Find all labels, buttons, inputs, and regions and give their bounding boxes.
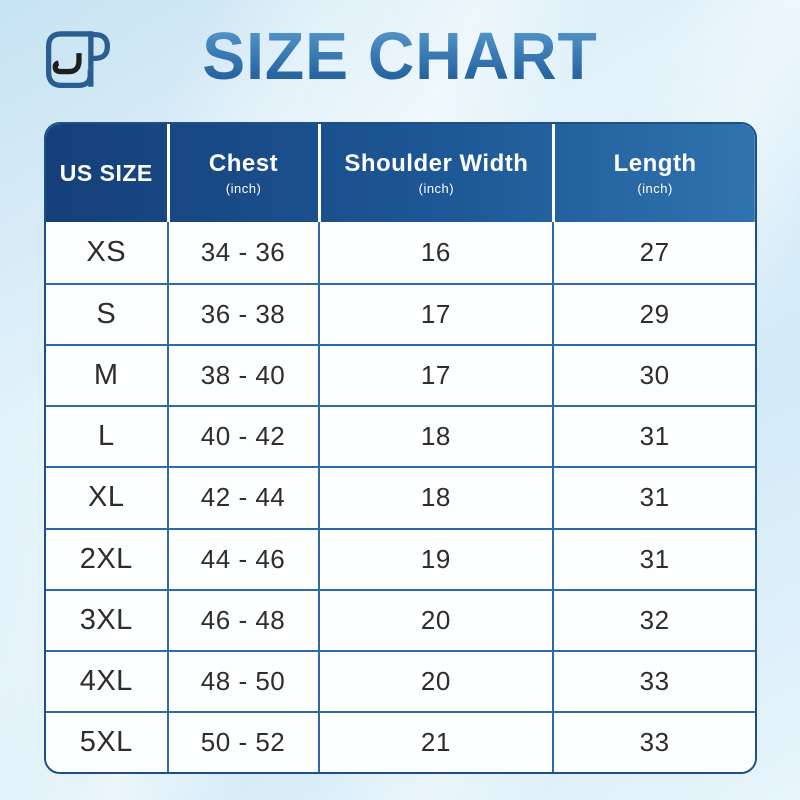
gp-monogram-icon	[45, 31, 110, 89]
header-label: Shoulder Width	[344, 150, 529, 177]
header-label: Chest	[208, 150, 279, 177]
page-title: SIZE CHART	[16, 18, 784, 95]
chest-cell: 48 - 50	[166, 649, 318, 711]
size-cell: S	[46, 283, 167, 345]
length-cell: 33	[552, 710, 755, 772]
header-us-size: US SIZE	[46, 124, 167, 222]
size-cell: M	[46, 344, 167, 406]
chest-cell: 40 - 42	[166, 405, 318, 467]
size-cell: 2XL	[46, 527, 167, 589]
shoulder-cell: 17	[317, 283, 553, 345]
length-cell: 33	[552, 649, 755, 711]
size-cell: 5XL	[46, 710, 167, 772]
chest-cell: 44 - 46	[166, 527, 318, 589]
header-label: US SIZE	[59, 159, 153, 186]
shoulder-cell: 20	[317, 588, 553, 650]
header-length: Length (inch)	[552, 124, 755, 222]
shoulder-cell: 17	[317, 344, 553, 406]
shoulder-cell: 19	[317, 527, 553, 589]
length-cell: 32	[552, 588, 755, 650]
shoulder-cell: 21	[317, 710, 553, 772]
table-body: XS 34 - 36 16 27 S 36 - 38 17 29 M 38 - …	[46, 222, 755, 772]
table-row: 4XL 48 - 50 20 33	[46, 649, 755, 711]
length-cell: 29	[552, 283, 755, 345]
length-cell: 31	[552, 527, 755, 589]
chest-cell: 34 - 36	[166, 222, 318, 284]
masthead: GP SIZE CHART	[0, 0, 800, 122]
table-row: XS 34 - 36 16 27	[46, 222, 755, 284]
size-cell: XL	[46, 466, 167, 528]
size-cell: 3XL	[46, 588, 167, 650]
header-unit: (inch)	[637, 181, 673, 196]
length-cell: 27	[552, 222, 755, 284]
header-label: Length	[613, 150, 697, 177]
table-row: L 40 - 42 18 31	[46, 405, 755, 467]
table-header: US SIZE Chest (inch) Shoulder Width (inc…	[46, 124, 755, 222]
size-table: US SIZE Chest (inch) Shoulder Width (inc…	[44, 122, 757, 774]
size-cell: 4XL	[46, 649, 167, 711]
table-row: S 36 - 38 17 29	[46, 283, 755, 345]
chest-cell: 36 - 38	[166, 283, 318, 345]
length-cell: 30	[552, 344, 755, 406]
shoulder-cell: 20	[317, 649, 553, 711]
header-unit: (inch)	[225, 181, 262, 196]
header-unit: (inch)	[418, 181, 455, 196]
table-row: 3XL 46 - 48 20 32	[46, 588, 755, 650]
chest-cell: 38 - 40	[166, 344, 318, 406]
shoulder-cell: 18	[317, 466, 553, 528]
size-table-grid: US SIZE Chest (inch) Shoulder Width (inc…	[46, 124, 755, 772]
chest-cell: 42 - 44	[166, 466, 318, 528]
shoulder-cell: 18	[317, 405, 553, 467]
header-shoulder-width: Shoulder Width (inch)	[317, 124, 553, 222]
chest-cell: 50 - 52	[166, 710, 318, 772]
header-row: US SIZE Chest (inch) Shoulder Width (inc…	[46, 124, 755, 222]
table-row: M 38 - 40 17 30	[46, 344, 755, 406]
length-cell: 31	[552, 405, 755, 467]
length-cell: 31	[552, 466, 755, 528]
size-cell: XS	[46, 222, 167, 284]
brand-logo: GP	[44, 27, 110, 95]
header-chest: Chest (inch)	[166, 124, 318, 222]
table-row: 5XL 50 - 52 21 33	[46, 710, 755, 772]
table-row: 2XL 44 - 46 19 31	[46, 527, 755, 589]
size-cell: L	[46, 405, 167, 467]
chest-cell: 46 - 48	[166, 588, 318, 650]
shoulder-cell: 16	[317, 222, 553, 284]
table-row: XL 42 - 44 18 31	[46, 466, 755, 528]
